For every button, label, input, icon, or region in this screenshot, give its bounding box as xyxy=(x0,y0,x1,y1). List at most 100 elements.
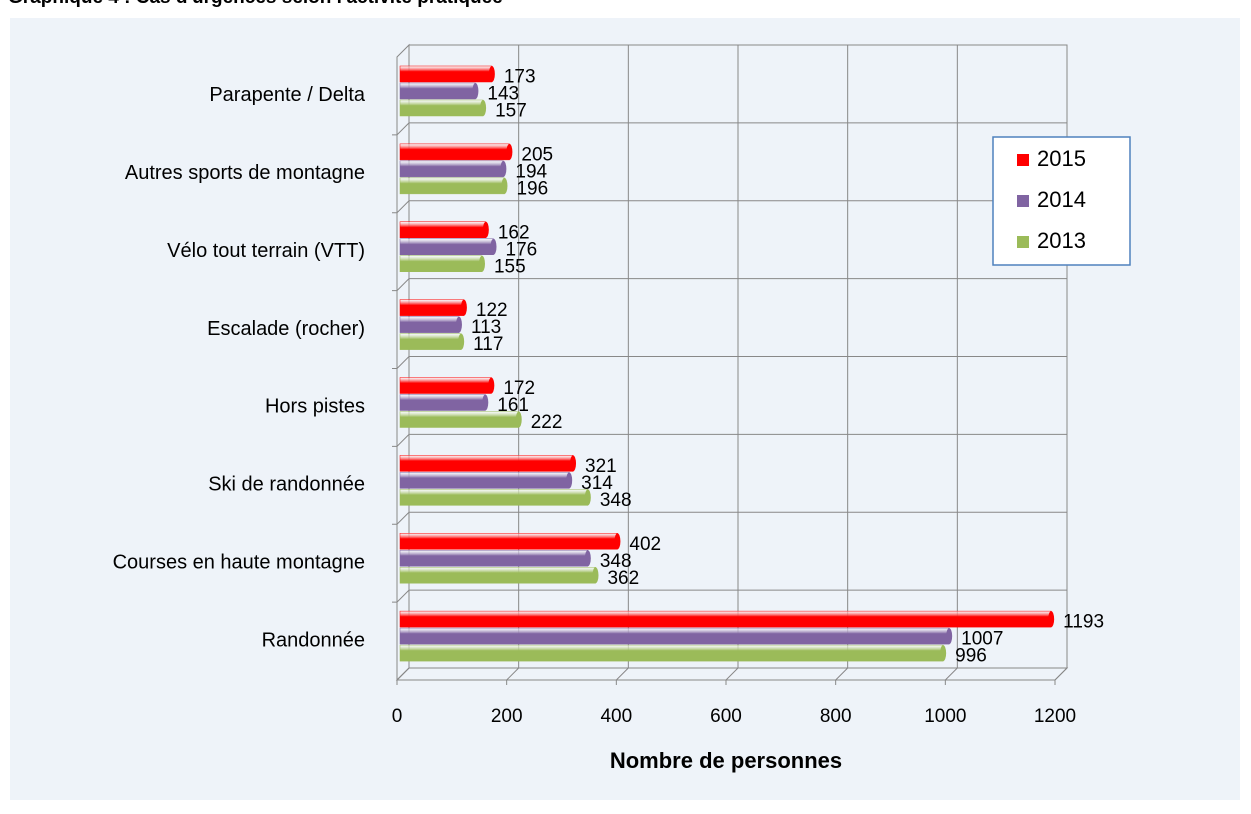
bar-cap xyxy=(488,66,495,82)
value-label: 172 xyxy=(503,378,535,399)
category-separator xyxy=(396,434,410,447)
bar xyxy=(399,238,494,255)
value-label: 402 xyxy=(629,534,661,555)
grid-line xyxy=(1054,667,1068,681)
bar xyxy=(399,394,486,411)
bar-cap xyxy=(940,645,947,662)
bar-cap xyxy=(1048,611,1055,628)
x-tick-label: 1200 xyxy=(1034,706,1076,727)
bar xyxy=(399,377,492,394)
value-label: 1193 xyxy=(1063,612,1104,633)
bar-cap xyxy=(488,377,495,394)
bar xyxy=(399,610,1052,628)
bar-cap xyxy=(472,83,479,99)
bar xyxy=(399,299,465,316)
value-label: 173 xyxy=(504,67,536,88)
bar-cap xyxy=(592,567,599,584)
grid-line xyxy=(725,667,739,681)
bar-cap xyxy=(482,394,489,411)
bar xyxy=(399,177,505,195)
grid-line xyxy=(396,667,410,681)
value-label: 196 xyxy=(516,178,548,199)
bar-cap xyxy=(482,221,489,238)
grid-line xyxy=(506,667,520,681)
bar xyxy=(399,455,574,472)
bar xyxy=(399,143,510,161)
value-label: 162 xyxy=(498,222,530,243)
bar-cap xyxy=(506,143,513,160)
bar xyxy=(399,99,484,117)
x-axis-title: Nombre de personnes xyxy=(610,748,842,773)
bar-cap xyxy=(500,160,507,177)
value-label: 205 xyxy=(521,144,553,165)
y-tick-label: Parapente / Delta xyxy=(209,84,366,106)
value-label: 321 xyxy=(585,456,617,477)
x-tick-label: 1000 xyxy=(924,706,966,727)
grid-line xyxy=(835,667,849,681)
value-label: 122 xyxy=(476,300,508,321)
bar xyxy=(399,489,589,506)
bar xyxy=(399,411,519,428)
legend-box xyxy=(992,136,1131,266)
y-tick-label: Ski de randonnée xyxy=(208,474,365,496)
bar xyxy=(399,472,570,489)
bar-cap xyxy=(584,489,591,506)
category-separator xyxy=(396,356,410,369)
value-label: 176 xyxy=(506,239,538,260)
value-label: 362 xyxy=(607,568,639,589)
category-separator xyxy=(396,122,410,136)
bar-cap xyxy=(501,177,508,194)
x-tick-label: 800 xyxy=(820,706,852,727)
x-tick-label: 600 xyxy=(710,706,742,727)
bar-cap xyxy=(614,533,621,550)
bar xyxy=(399,65,493,83)
bar-cap xyxy=(584,550,591,567)
legend-label: 2013 xyxy=(1037,228,1086,253)
value-label: 1007 xyxy=(961,629,1003,650)
y-tick-label: Vélo tout terrain (VTT) xyxy=(167,240,365,262)
category-separator xyxy=(396,200,410,214)
bar-cap xyxy=(458,333,465,350)
value-label: 157 xyxy=(495,101,527,122)
chart-title: Graphique 4 : Cas d'urgences selon l'act… xyxy=(8,0,503,8)
value-label: 348 xyxy=(600,551,632,572)
value-label: 143 xyxy=(487,84,519,105)
value-label: 314 xyxy=(581,473,613,494)
value-label: 155 xyxy=(494,256,526,277)
bar-cap xyxy=(490,238,497,255)
bar xyxy=(399,550,589,567)
legend-swatch xyxy=(1017,154,1029,166)
bar xyxy=(399,82,476,100)
category-separator xyxy=(396,511,410,525)
bar-cap xyxy=(946,628,953,645)
y-tick-label: Escalade (rocher) xyxy=(207,318,365,340)
value-label: 113 xyxy=(471,317,501,338)
y-tick-label: Autres sports de montagne xyxy=(125,162,365,184)
bar-cap xyxy=(566,472,573,489)
value-label: 222 xyxy=(531,412,563,433)
bar xyxy=(399,627,950,645)
bar-cap xyxy=(460,299,467,316)
bar xyxy=(399,221,487,238)
value-label: 117 xyxy=(473,334,503,355)
legend-swatch xyxy=(1017,195,1029,207)
grid-line xyxy=(615,667,629,681)
bar xyxy=(399,316,460,333)
bar-cap xyxy=(478,255,485,272)
bar xyxy=(399,567,596,584)
value-label: 996 xyxy=(955,646,987,667)
bar xyxy=(399,644,944,662)
y-tick-label: Courses en haute montagne xyxy=(113,551,365,573)
y-tick-label: Hors pistes xyxy=(265,396,365,418)
value-label: 194 xyxy=(515,161,547,182)
legend-swatch xyxy=(1017,236,1029,248)
bar-cap xyxy=(455,316,462,333)
legend-label: 2014 xyxy=(1037,187,1086,212)
bar xyxy=(399,255,483,272)
grid-line xyxy=(944,667,958,681)
bar-cap xyxy=(515,411,522,428)
value-label: 348 xyxy=(600,490,632,511)
bar xyxy=(399,160,504,178)
y-tick-label: Randonnée xyxy=(262,629,365,651)
